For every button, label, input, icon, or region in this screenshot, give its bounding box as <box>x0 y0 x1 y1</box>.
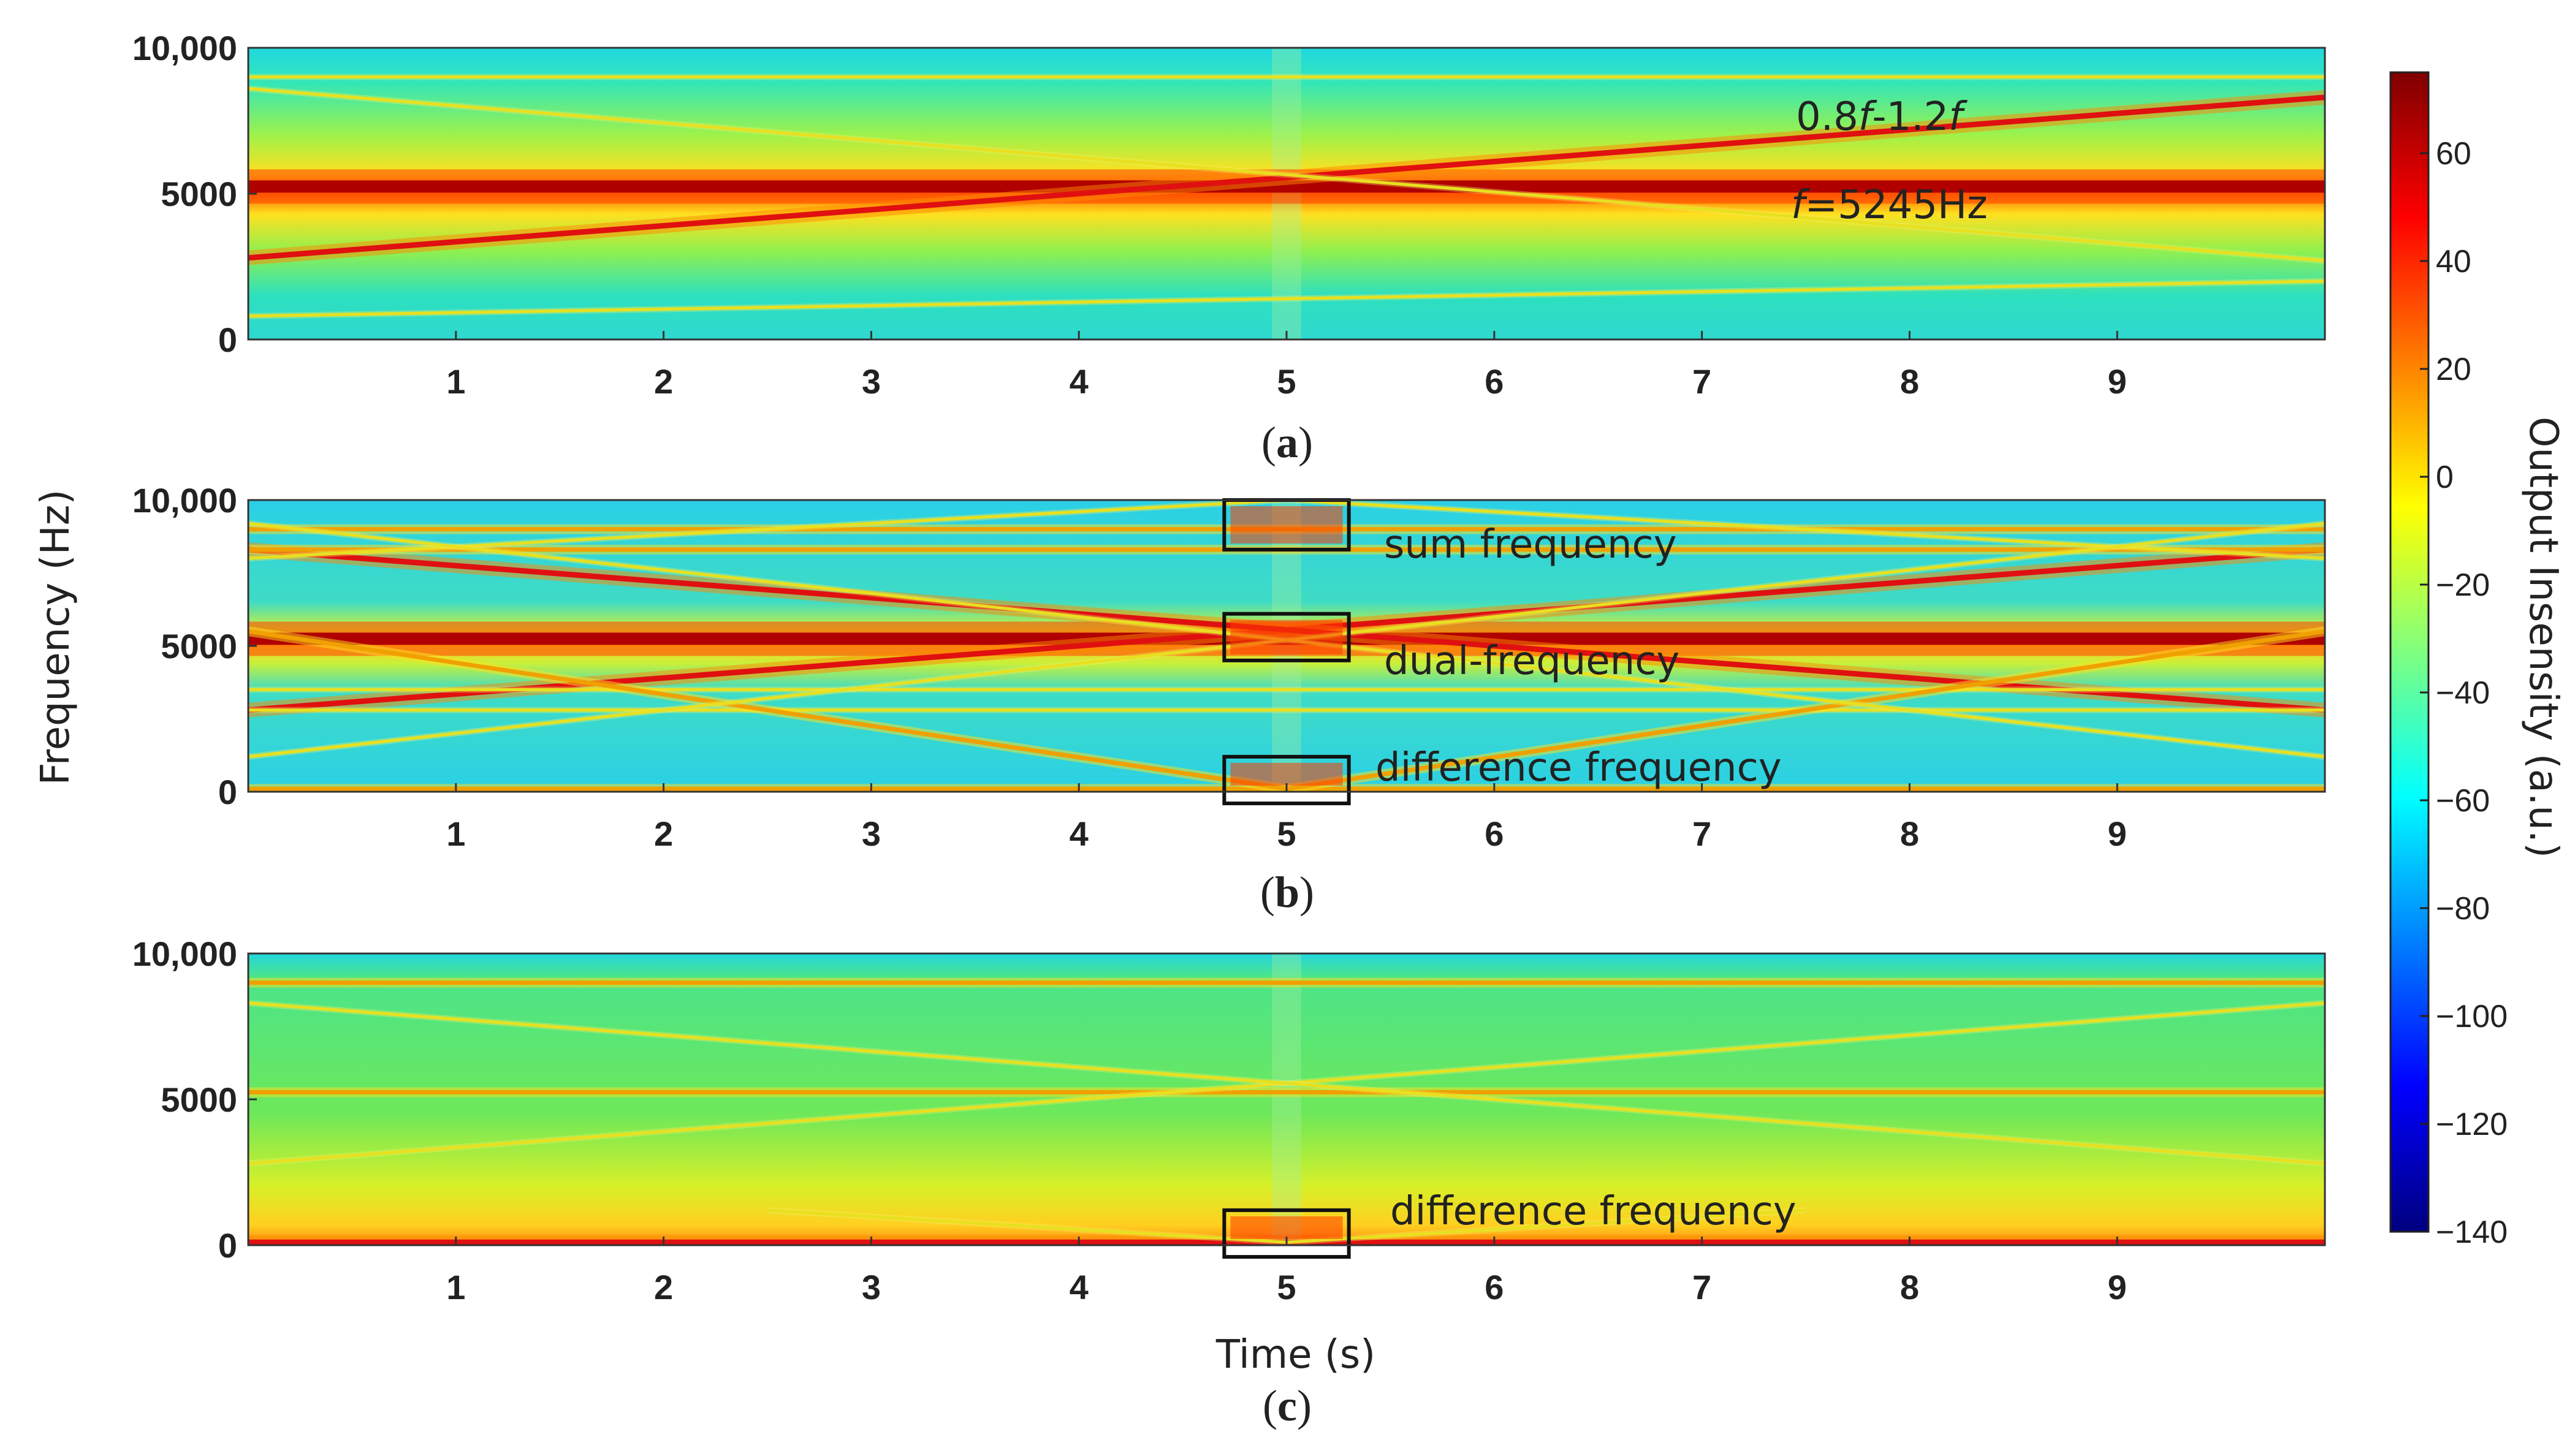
x-tick-label: 4 <box>1070 1268 1089 1306</box>
x-tick-label: 3 <box>862 362 881 401</box>
spectral-line <box>1286 1208 1806 1244</box>
colorbar-tick-label: −40 <box>2436 675 2490 711</box>
caption-c: (c) <box>1263 1381 1312 1430</box>
box-hotspot <box>1230 506 1343 544</box>
annotation-fixed-frequency: f=5245Hz <box>1791 183 1988 228</box>
x-tick-label: 6 <box>1485 1268 1504 1306</box>
annotation-dual-frequency: dual-frequency <box>1384 639 1679 684</box>
spectral-line <box>248 629 1287 791</box>
colorbar-tick-label: 40 <box>2436 244 2471 279</box>
y-tick-label: 0 <box>218 1226 237 1265</box>
colorbar-tick-label: −60 <box>2436 783 2490 819</box>
x-tick-label: 8 <box>1900 362 1919 401</box>
panel-c-background <box>248 954 2325 1245</box>
x-tick-label: 5 <box>1277 1268 1296 1306</box>
spectral-line <box>248 94 2325 261</box>
x-tick-label: 3 <box>862 1268 881 1306</box>
box-hotspot <box>1230 762 1343 786</box>
x-tick-label: 9 <box>2108 814 2127 853</box>
colorbar-tick-label: −20 <box>2436 567 2490 603</box>
y-tick-label: 5000 <box>161 627 237 665</box>
colorbar-tick-label: −80 <box>2436 891 2490 927</box>
highlight-box <box>1222 754 1351 806</box>
x-tick-label: 9 <box>2108 1268 2127 1306</box>
caption-b: (b) <box>1260 868 1314 917</box>
colorbar-tick-label: 20 <box>2436 352 2471 387</box>
x-tick-label: 2 <box>654 362 673 401</box>
x-tick-label: 7 <box>1692 1268 1711 1306</box>
x-tick-label: 1 <box>446 814 465 853</box>
colorbar-tick-label: −140 <box>2436 1215 2508 1250</box>
spectral-line <box>1286 629 2325 791</box>
transient-band <box>1272 954 1301 1245</box>
panel-b: 1 2 3 4 5 6 7 8 9 0 5000 10,000 <box>132 481 2326 853</box>
panel-c: 1 2 3 4 5 6 7 8 9 0 5000 10,000 <box>132 935 2326 1306</box>
annotation-sweep-range: 0.8f-1.2f <box>1796 94 1968 140</box>
spectral-line <box>248 87 2325 262</box>
spectral-line <box>767 1208 1287 1244</box>
y-tick-label: 0 <box>218 773 237 811</box>
box-hotspot <box>1230 620 1343 654</box>
caption-a: (a) <box>1261 418 1313 467</box>
colorbar-tick-label: −120 <box>2436 1107 2508 1142</box>
x-tick-label: 1 <box>446 1268 465 1306</box>
colorbar-label: Output Insensity (a.u.) <box>2520 417 2566 858</box>
panel-a-spectral-lines <box>248 48 2325 339</box>
spectral-line <box>248 279 2325 318</box>
x-tick-label: 5 <box>1277 814 1296 853</box>
x-tick-label: 9 <box>2108 362 2127 401</box>
highlight-box <box>1222 1208 1351 1259</box>
spectral-line <box>1286 500 2325 560</box>
x-tick-label: 2 <box>654 1268 673 1306</box>
x-tick-label: 1 <box>446 362 465 401</box>
x-tick-label: 8 <box>1900 814 1919 853</box>
x-tick-label: 6 <box>1485 814 1504 853</box>
annotation-difference-frequency-b: difference frequency <box>1375 745 1782 791</box>
x-tick-label: 2 <box>654 814 673 853</box>
y-tick-label: 10,000 <box>132 29 237 67</box>
colorbar: Output Insensity (a.u.) 60 40 20 0 −20 −40 −60… <box>2389 71 2566 1250</box>
y-axis-label: Frequency (Hz) <box>33 490 78 786</box>
x-tick-label: 4 <box>1070 814 1089 853</box>
x-tick-label: 7 <box>1692 362 1711 401</box>
x-tick-label: 5 <box>1277 362 1296 401</box>
spectral-line <box>248 1001 2325 1166</box>
x-tick-label: 4 <box>1070 362 1089 401</box>
colorbar-tick-label: −100 <box>2436 999 2508 1034</box>
spectral-line <box>248 500 1287 560</box>
x-tick-label: 6 <box>1485 362 1504 401</box>
y-tick-label: 0 <box>218 320 237 359</box>
x-axis-label: Time (s) <box>1215 1332 1375 1378</box>
box-hotspot <box>1230 1216 1343 1239</box>
x-tick-label: 3 <box>862 814 881 853</box>
colorbar-tick-label: 0 <box>2436 460 2454 495</box>
y-tick-label: 5000 <box>161 1080 237 1119</box>
colorbar-gradient <box>2389 71 2430 1233</box>
colorbar-tick-label: 60 <box>2436 136 2471 172</box>
y-tick-label: 10,000 <box>132 935 237 973</box>
panel-a: 1 2 3 4 5 6 7 8 9 0 5000 10,000 <box>132 29 2326 401</box>
x-tick-label: 8 <box>1900 1268 1919 1306</box>
y-tick-label: 10,000 <box>132 481 237 520</box>
y-tick-label: 5000 <box>161 175 237 213</box>
annotation-sum-frequency: sum frequency <box>1384 522 1677 567</box>
annotation-difference-frequency-c: difference frequency <box>1390 1189 1797 1234</box>
highlight-box <box>1222 612 1351 662</box>
x-tick-label: 7 <box>1692 814 1711 853</box>
